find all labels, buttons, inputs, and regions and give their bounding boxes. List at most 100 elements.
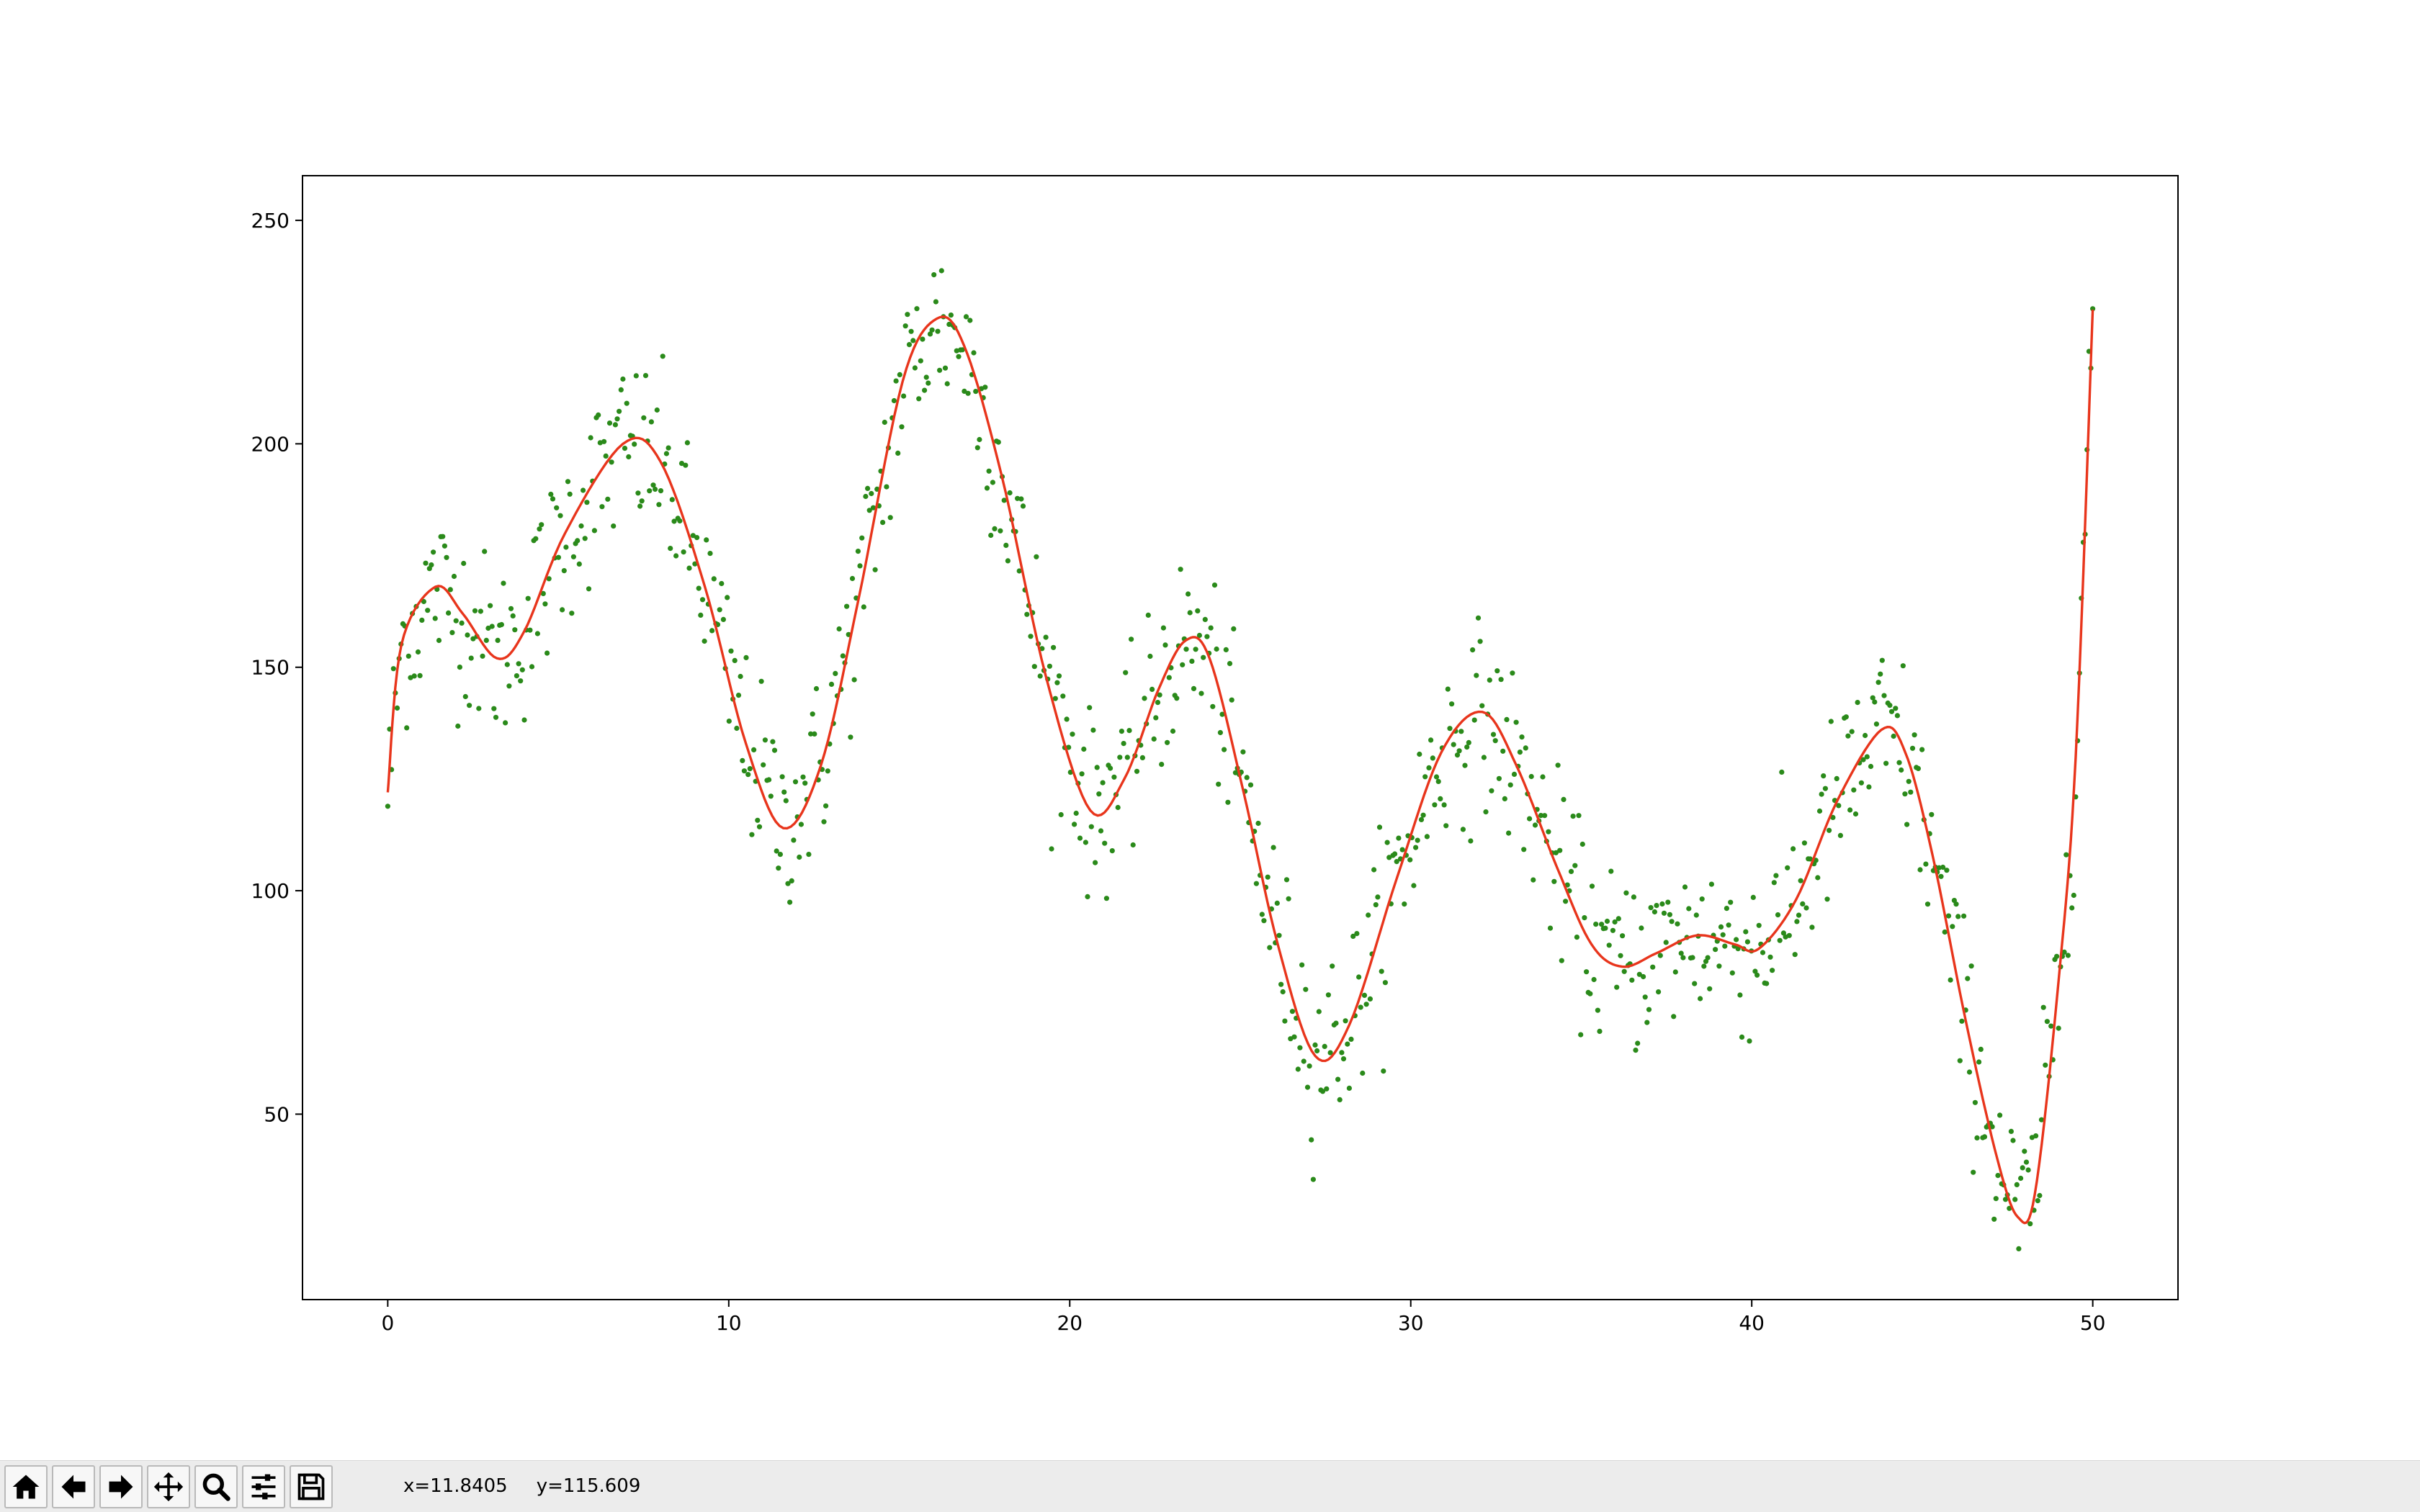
scatter-point	[1100, 780, 1106, 786]
scatter-point	[1644, 1020, 1650, 1025]
scatter-point	[899, 424, 905, 430]
scatter-point	[751, 747, 757, 752]
scatter-point	[1739, 1034, 1745, 1040]
scatter-point	[771, 747, 778, 753]
x-coordinate: x=11.8405	[403, 1475, 508, 1497]
scatter-point	[813, 685, 820, 692]
scatter-point	[1147, 653, 1153, 660]
scatter-point	[1447, 726, 1453, 732]
scatter-point	[1593, 922, 1599, 927]
scatter-point	[581, 487, 586, 493]
y-tick-label: 150	[251, 656, 290, 680]
scatter-point	[1836, 803, 1842, 809]
scatter-point	[447, 587, 453, 593]
scatter-point	[624, 400, 629, 406]
scatter-point	[1162, 642, 1168, 648]
scatter-point	[546, 576, 552, 582]
scatter-point	[1103, 896, 1109, 901]
scatter-point	[1202, 616, 1208, 623]
scatter-point	[882, 419, 887, 426]
scatter-point	[1064, 716, 1070, 722]
home-button[interactable]	[4, 1465, 48, 1508]
scatter-point	[840, 653, 846, 659]
scatter-point	[588, 435, 593, 441]
scatter-point	[990, 480, 995, 485]
scatter-point	[1532, 822, 1538, 828]
scatter-point	[1411, 883, 1417, 888]
scatter-point	[806, 852, 812, 858]
scatter-point	[783, 798, 789, 804]
scatter-point	[1724, 906, 1729, 912]
scatter-point	[977, 436, 982, 443]
scatter-point	[1707, 986, 1713, 991]
scatter-point	[758, 678, 764, 684]
scatter-point	[1506, 830, 1512, 836]
zoom-button[interactable]	[194, 1465, 238, 1508]
scatter-point	[1959, 1018, 1965, 1024]
scatter-point	[1165, 739, 1170, 745]
forward-button[interactable]	[99, 1465, 143, 1508]
scatter-point	[1771, 880, 1777, 886]
scatter-point	[914, 306, 920, 312]
scatter-point	[1955, 914, 1961, 919]
scatter-point	[489, 624, 495, 629]
scatter-point	[1178, 567, 1183, 572]
scatter-point	[1879, 657, 1885, 663]
scatter-point	[555, 554, 562, 560]
scatter-point	[503, 720, 508, 726]
scatter-point	[709, 628, 715, 634]
figure-canvas[interactable]: 0 10 20 30 40 50 50 100 150 200 250	[0, 0, 2420, 1460]
save-button[interactable]	[290, 1465, 333, 1508]
scatter-point	[1056, 673, 1062, 679]
scatter-point	[779, 774, 785, 780]
scatter-point	[1870, 695, 1876, 701]
scatter-point	[482, 549, 488, 554]
scatter-point	[1803, 905, 1809, 911]
scatter-point	[1822, 786, 1828, 791]
scatter-point	[1286, 896, 1291, 901]
scatter-point	[1126, 728, 1132, 734]
pan-button[interactable]	[147, 1465, 190, 1508]
scatter-point	[774, 848, 779, 854]
scatter-point	[1606, 942, 1612, 948]
scatter-point	[2020, 1165, 2025, 1171]
scatter-point	[1214, 646, 1219, 652]
scatter-point	[1109, 848, 1115, 854]
scatter-point	[1430, 755, 1435, 761]
scatter-point	[2023, 1159, 2030, 1165]
scatter-point	[1223, 647, 1229, 653]
scatter-point	[1123, 670, 1129, 675]
scatter-point	[704, 537, 709, 543]
scatter-point	[1993, 1196, 1999, 1202]
arrow-right-icon	[109, 1475, 133, 1499]
scatter-point	[740, 757, 745, 763]
back-button[interactable]	[52, 1465, 95, 1508]
scatter-point	[1868, 763, 1874, 770]
scatter-point	[787, 899, 793, 905]
scatter-point	[1767, 954, 1773, 960]
scatter-chart[interactable]: 0 10 20 30 40 50 50 100 150 200 250	[0, 0, 2420, 1460]
scatter-point	[1519, 734, 1525, 740]
scatter-point	[650, 482, 656, 488]
scatter-point	[660, 354, 666, 359]
scatter-point	[880, 520, 886, 526]
x-tick-label: 20	[1057, 1311, 1083, 1335]
scatter-point	[1330, 963, 1335, 969]
scatter-point	[1708, 881, 1714, 887]
scatter-point	[620, 376, 626, 382]
scatter-point	[576, 561, 582, 567]
scatter-point	[902, 323, 908, 329]
scatter-point	[1965, 976, 1971, 981]
scatter-point	[1940, 864, 1946, 870]
scatter-point	[1752, 968, 1758, 974]
scatter-point	[1018, 496, 1024, 502]
scatter-point	[525, 595, 531, 601]
scatter-point	[1024, 611, 1030, 617]
scatter-point	[1422, 774, 1428, 780]
scatter-point	[570, 554, 577, 559]
scatter-point	[1579, 841, 1585, 847]
scatter-point	[1438, 796, 1443, 801]
scatter-point	[1456, 748, 1462, 754]
configure-button[interactable]	[242, 1465, 285, 1508]
scatter-point	[1603, 925, 1608, 931]
